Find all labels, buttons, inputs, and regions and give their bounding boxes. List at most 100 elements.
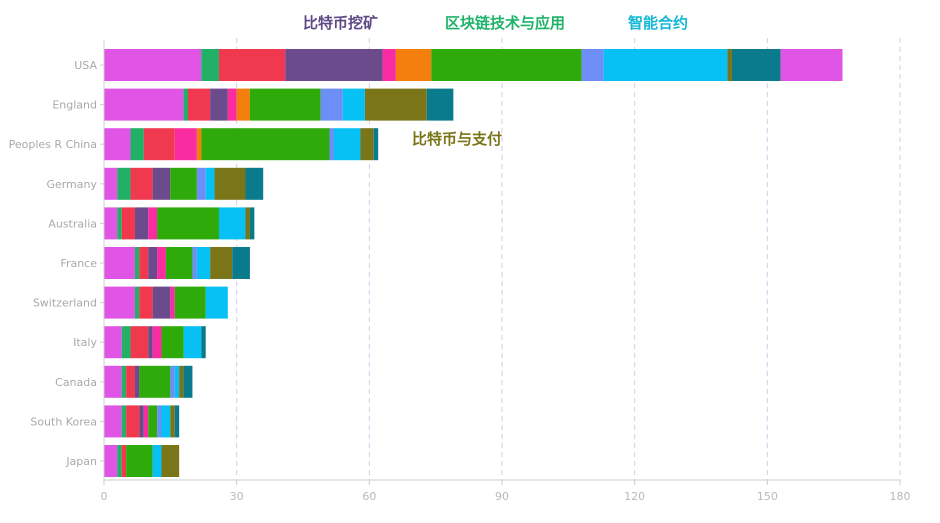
x-tick-label: 120 xyxy=(624,490,645,503)
bar-segment xyxy=(170,405,175,438)
bar-segment xyxy=(214,167,246,200)
bar-segment xyxy=(249,88,321,121)
bar-segment xyxy=(227,88,237,121)
x-tick-label: 180 xyxy=(890,490,911,503)
category-label: France xyxy=(60,257,97,270)
bar-segment xyxy=(157,405,162,438)
axes: 0 30 60 90 120 150 180 USA England Peoples R Chin… xyxy=(9,40,911,503)
bar-segment xyxy=(152,326,162,359)
bar-segment xyxy=(285,49,383,81)
bar-segment xyxy=(117,445,122,477)
bar-segment xyxy=(157,247,166,279)
bar-segment xyxy=(329,128,334,161)
bar-segment xyxy=(205,167,215,200)
bar-segment xyxy=(104,247,135,279)
annotation-smart-contracts: 智能合约 xyxy=(628,14,689,32)
bar-segment xyxy=(104,326,122,359)
bar-segment xyxy=(161,445,180,477)
bar-segment xyxy=(232,247,250,279)
bar-segment xyxy=(126,445,153,477)
bar-segment xyxy=(121,405,127,438)
bar-segment xyxy=(161,326,184,359)
bar-segment xyxy=(581,49,604,81)
bar-segment xyxy=(395,49,432,81)
bar-segment xyxy=(152,167,171,200)
bar-segment xyxy=(174,128,197,161)
x-tick-label: 0 xyxy=(101,490,108,503)
bar-segment xyxy=(382,49,396,81)
bar-segment xyxy=(143,405,149,438)
bar-segment xyxy=(183,88,189,121)
bar-segment xyxy=(130,128,144,161)
bar-segment xyxy=(196,247,211,279)
bar-segment xyxy=(121,445,127,477)
bar-segment xyxy=(192,247,197,279)
bar-segment xyxy=(174,405,180,438)
bar-segment xyxy=(139,405,144,438)
bar-segment xyxy=(201,326,206,359)
annotation-bitcoin-mining: 比特币挖矿 xyxy=(303,14,379,32)
bar-segment xyxy=(104,365,122,398)
category-label: Italy xyxy=(73,336,97,349)
bar-segment xyxy=(174,365,180,398)
category-label: England xyxy=(52,99,97,112)
category-label: South Korea xyxy=(30,415,97,428)
bar-segment xyxy=(104,88,184,121)
bar-segment xyxy=(727,49,732,81)
bar-segment xyxy=(134,247,140,279)
bar-segment xyxy=(426,88,454,121)
bar-segment xyxy=(183,326,202,359)
x-tick-label: 60 xyxy=(362,490,376,503)
bar-segment xyxy=(342,88,365,121)
bar-segment xyxy=(126,405,140,438)
bar-segment xyxy=(121,365,127,398)
bar-segment xyxy=(161,405,171,438)
bar-segment xyxy=(236,88,250,121)
annotation-blockchain-tech: 区块链技术与应用 xyxy=(445,14,566,32)
bar-segment xyxy=(130,167,153,200)
category-label: Japan xyxy=(65,455,97,468)
annotation-bitcoin-payments: 比特币与支付 xyxy=(412,130,503,148)
bar-segment xyxy=(157,207,219,240)
bar-segment xyxy=(148,326,153,359)
bar-segment xyxy=(170,286,175,319)
bar-segment xyxy=(373,128,379,161)
bar-segment xyxy=(104,207,118,240)
bar-segment xyxy=(104,405,122,438)
bar-segment xyxy=(333,128,361,161)
bar-segment xyxy=(104,128,131,161)
bar-segment xyxy=(210,88,228,121)
bar-segment xyxy=(188,88,211,121)
x-tick-label: 30 xyxy=(230,490,244,503)
category-label: Germany xyxy=(46,178,97,191)
bar-segment xyxy=(205,286,228,319)
bar-segment xyxy=(134,286,140,319)
bar-segment xyxy=(249,207,255,240)
bar-segment xyxy=(174,286,206,319)
bar-segment xyxy=(218,49,286,81)
bar-segment xyxy=(148,405,158,438)
bar-segment xyxy=(148,247,158,279)
bar-segment xyxy=(210,247,233,279)
bar-segment xyxy=(126,365,135,398)
bar-segment xyxy=(104,445,118,477)
bar-segment xyxy=(170,365,175,398)
bar-segment xyxy=(360,128,374,161)
bar-segment xyxy=(139,365,171,398)
bar-segment xyxy=(104,49,202,81)
bar-segment xyxy=(320,88,343,121)
bar-segment xyxy=(104,167,118,200)
category-label: Switzerland xyxy=(33,297,97,310)
category-label: Australia xyxy=(48,217,97,230)
bar-segment xyxy=(431,49,582,81)
bar-segment xyxy=(143,128,175,161)
bar-segment xyxy=(148,207,158,240)
bar-segment xyxy=(780,49,843,81)
bar-segment xyxy=(201,128,330,161)
bar-segment xyxy=(731,49,781,81)
bar-segment xyxy=(364,88,427,121)
bar-segment xyxy=(183,365,193,398)
bar-segment xyxy=(139,247,149,279)
bar-segment xyxy=(139,286,153,319)
